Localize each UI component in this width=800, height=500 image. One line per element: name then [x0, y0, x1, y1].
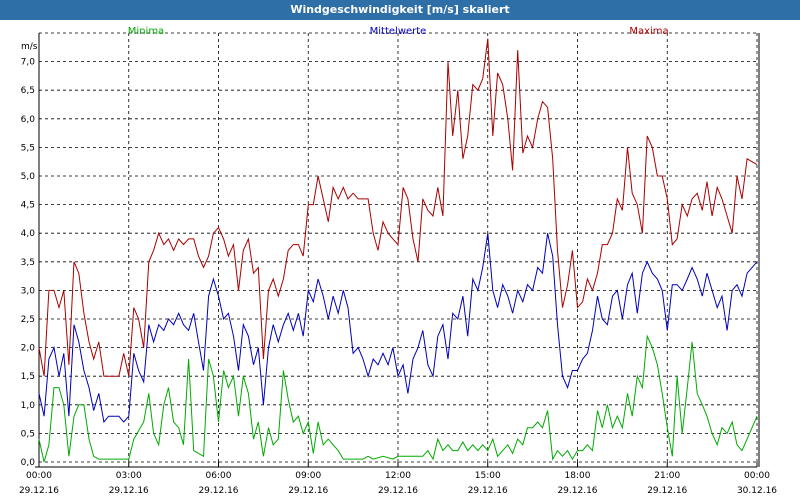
- y-tick-label: 0,5: [21, 429, 35, 439]
- x-tick-time: 18:00: [565, 471, 591, 481]
- x-tick-date: 29.12.16: [378, 486, 418, 496]
- x-tick-time: 03:00: [116, 471, 142, 481]
- y-tick-label: 4,5: [21, 201, 35, 211]
- legend-entry-maxima: Maxima: [629, 26, 668, 37]
- y-tick-label: 6,5: [21, 86, 35, 96]
- series-line-maxima: [38, 38, 758, 377]
- x-tick-date: 29.12.16: [198, 486, 238, 496]
- y-tick-label: 1,0: [21, 401, 36, 411]
- y-tick-label: 5,5: [21, 143, 35, 153]
- series-line-minima: [38, 334, 758, 463]
- series-lines: [38, 38, 758, 463]
- y-tick-label: 2,5: [21, 315, 35, 325]
- x-tick-labels: 00:00 29.12.16 03:00 29.12.16 06:00 29.12.16 0…: [19, 471, 777, 496]
- legend: Minima Mittelwerte Maxima: [128, 26, 669, 37]
- x-tick-date: 29.12.16: [19, 486, 59, 496]
- chart-background: [0, 20, 800, 500]
- x-tick-time: 09:00: [295, 471, 321, 481]
- series-line-mittelwerte: [38, 233, 758, 424]
- y-tick-label: 3,0: [21, 286, 36, 296]
- legend-entry-minima: Minima: [128, 26, 164, 37]
- x-tick-date: 30.12.16: [737, 486, 777, 496]
- y-tick-labels: 0,0 0,5 1,0 1,5 2,0 2,5 3,0 3,5 4,0 4,5 5,0 5,5 6,0 6…: [21, 58, 36, 468]
- chart-title: Windgeschwindigkeit [m/s] skaliert: [0, 0, 800, 20]
- y-tick-label: 5,0: [21, 172, 36, 182]
- y-tick-label: 6,0: [21, 115, 36, 125]
- y-axis-label: m/s: [21, 42, 38, 52]
- x-tick-date: 29.12.16: [468, 486, 508, 496]
- y-tick-label: 2,0: [21, 344, 36, 354]
- y-tick-label: 3,5: [21, 258, 35, 268]
- x-tick-time: 21:00: [654, 471, 680, 481]
- x-tick-time: 06:00: [206, 471, 232, 481]
- wind-speed-chart: m/s 0,0 0,5 1,0 1,5 2,0 2,5 3,0 3,5 4,0 4,5 5,0 5,5…: [0, 20, 800, 500]
- x-tick-date: 29.12.16: [557, 486, 597, 496]
- x-tick-date: 29.12.16: [647, 486, 687, 496]
- x-tick-time: 12:00: [385, 471, 411, 481]
- x-tick-time: 00:00: [26, 471, 52, 481]
- y-tick-label: 0,0: [21, 458, 36, 468]
- y-tick-label: 1,5: [21, 372, 35, 382]
- x-tick-time: 15:00: [475, 471, 501, 481]
- x-tick-time: 00:00: [744, 471, 770, 481]
- y-tick-label: 7,0: [21, 58, 36, 68]
- y-tick-label: 4,0: [21, 229, 36, 239]
- legend-entry-mittelwerte: Mittelwerte: [370, 26, 427, 37]
- x-tick-date: 29.12.16: [288, 486, 328, 496]
- x-tick-date: 29.12.16: [109, 486, 149, 496]
